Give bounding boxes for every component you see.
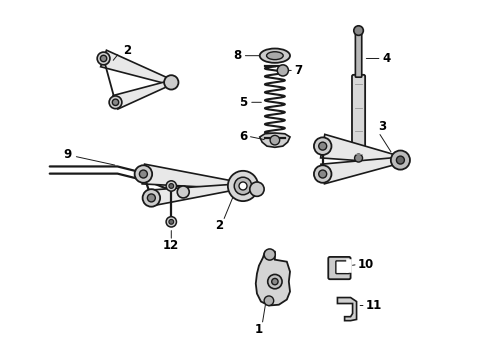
Ellipse shape [260,49,290,63]
Polygon shape [256,252,290,306]
Circle shape [164,75,178,90]
Polygon shape [100,50,172,85]
Text: 10: 10 [358,258,374,271]
Circle shape [396,156,404,164]
Circle shape [97,52,110,65]
Polygon shape [338,298,357,321]
Circle shape [314,138,331,155]
Circle shape [169,220,173,224]
Polygon shape [150,184,244,206]
FancyBboxPatch shape [328,257,350,279]
Circle shape [177,186,189,198]
Circle shape [264,296,274,306]
Circle shape [112,99,119,105]
Polygon shape [142,164,244,189]
Text: 7: 7 [294,64,303,77]
Circle shape [318,142,327,150]
Text: 8: 8 [234,49,242,62]
Text: 6: 6 [239,130,247,143]
Circle shape [271,278,278,285]
Circle shape [268,274,282,289]
Circle shape [239,182,247,190]
Text: 11: 11 [366,299,382,312]
Text: 3: 3 [378,120,387,133]
Circle shape [143,189,160,207]
Polygon shape [113,80,172,109]
Circle shape [109,96,122,109]
Circle shape [391,150,410,170]
Circle shape [250,182,264,196]
Circle shape [318,170,327,178]
Text: 1: 1 [255,323,263,336]
Circle shape [270,135,280,145]
Text: 12: 12 [163,239,179,252]
Circle shape [169,184,173,188]
Polygon shape [260,133,290,147]
Circle shape [277,65,289,76]
Polygon shape [320,134,401,163]
Circle shape [100,55,107,62]
FancyBboxPatch shape [336,261,349,274]
Circle shape [355,154,363,162]
Text: 9: 9 [64,148,72,161]
Circle shape [234,177,252,195]
Circle shape [166,181,176,191]
Ellipse shape [267,52,283,60]
Circle shape [264,249,275,260]
Circle shape [140,170,147,178]
Circle shape [228,171,258,201]
Text: 2: 2 [123,44,131,57]
Polygon shape [321,157,401,184]
FancyBboxPatch shape [352,75,365,164]
Circle shape [135,165,152,183]
Text: 5: 5 [239,96,247,109]
Circle shape [354,26,364,35]
Circle shape [314,165,331,183]
Text: 4: 4 [382,52,391,65]
FancyBboxPatch shape [355,30,362,77]
Circle shape [166,217,176,227]
Circle shape [147,194,155,202]
Text: 2: 2 [215,219,223,232]
